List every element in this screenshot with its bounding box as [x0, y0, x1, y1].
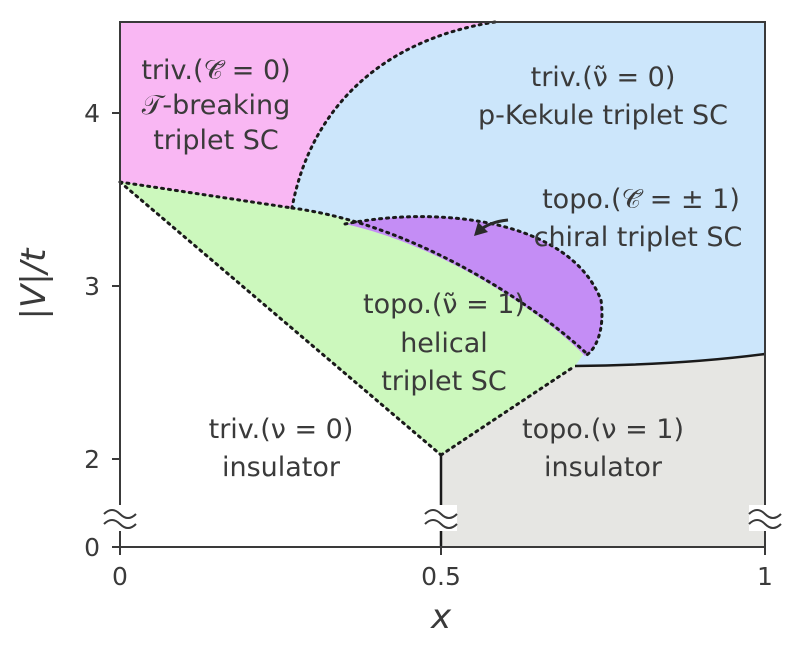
- y-tick-label-3: 3: [84, 272, 100, 301]
- y-axis-title: |V|/t: [14, 247, 54, 320]
- region-label-pink-line3: triplet SC: [153, 125, 279, 156]
- x-axis-title: x: [430, 597, 452, 637]
- boundary-gray-blue: [574, 352, 766, 368]
- y-tick-label-2: 2: [84, 445, 100, 474]
- region-label-purple-line1: topo.(𝒞̃ = ± 1): [542, 184, 740, 215]
- region-label-green-line3: triplet SC: [381, 366, 507, 397]
- x-tick-label-1: 1: [757, 562, 773, 591]
- tick-marks: [112, 112, 766, 555]
- region-label-gray-line2: insulator: [544, 452, 663, 483]
- region-label-green: topo.(ν̃ = 1) helical triplet SC: [363, 289, 525, 397]
- region-label-green-line2: helical: [400, 328, 488, 359]
- regions: [120, 22, 765, 547]
- region-label-pink-line2: 𝒯-breaking: [142, 90, 291, 121]
- region-label-pink-line1: triv.(𝒞̃ = 0): [141, 55, 290, 86]
- axis-break-marks: [103, 509, 782, 529]
- boundary-pink-green: [118, 180, 294, 210]
- boundary-green-right: [439, 364, 577, 457]
- solid-boundaries: [439, 352, 766, 547]
- region-label-white-line2: insulator: [222, 452, 341, 483]
- break-mark-right: [748, 509, 782, 529]
- region-label-white-line1: triv.(ν = 0): [209, 414, 354, 445]
- break-mark-middle: [424, 509, 458, 529]
- dotted-boundaries: [118, 20, 604, 457]
- break-mark-left: [103, 509, 137, 529]
- y-tick-label-4: 4: [84, 99, 100, 128]
- region-label-blue-line1: triv.(ν̃ = 0): [531, 62, 676, 93]
- region-label-pink: triv.(𝒞̃ = 0) 𝒯-breaking triplet SC: [141, 55, 290, 156]
- boundary-purple-top: [343, 215, 604, 358]
- region-label-gray-line1: topo.(ν = 1): [522, 414, 684, 445]
- boundary-green-upper: [290, 206, 587, 354]
- region-label-purple-line2: chiral triplet SC: [534, 222, 743, 253]
- region-label-green-line1: topo.(ν̃ = 1): [363, 289, 525, 320]
- region-helical-triplet-sc: [120, 182, 585, 455]
- boundary-pink-blue: [290, 20, 497, 210]
- region-label-gray: topo.(ν = 1) insulator: [522, 414, 684, 483]
- region-chiral-triplet-sc: [345, 216, 602, 356]
- x-tick-label-0: 0: [112, 562, 128, 591]
- region-label-blue: triv.(ν̃ = 0) p-Kekule triplet SC: [478, 62, 728, 131]
- plot-frame: [119, 21, 766, 548]
- region-label-white: triv.(ν = 0) insulator: [209, 414, 354, 483]
- x-tick-label-0.5: 0.5: [421, 562, 461, 591]
- region-label-purple: topo.(𝒞̃ = ± 1) chiral triplet SC: [534, 184, 743, 253]
- region-trs-breaking-triplet-sc: [120, 22, 495, 208]
- region-topological-insulator: [441, 354, 765, 547]
- arrow: [474, 218, 509, 236]
- region-p-kekule-triplet-sc: [292, 22, 765, 366]
- y-tick-label-0: 0: [84, 533, 100, 562]
- boundary-green-left: [118, 180, 443, 457]
- region-label-blue-line2: p-Kekule triplet SC: [478, 100, 728, 131]
